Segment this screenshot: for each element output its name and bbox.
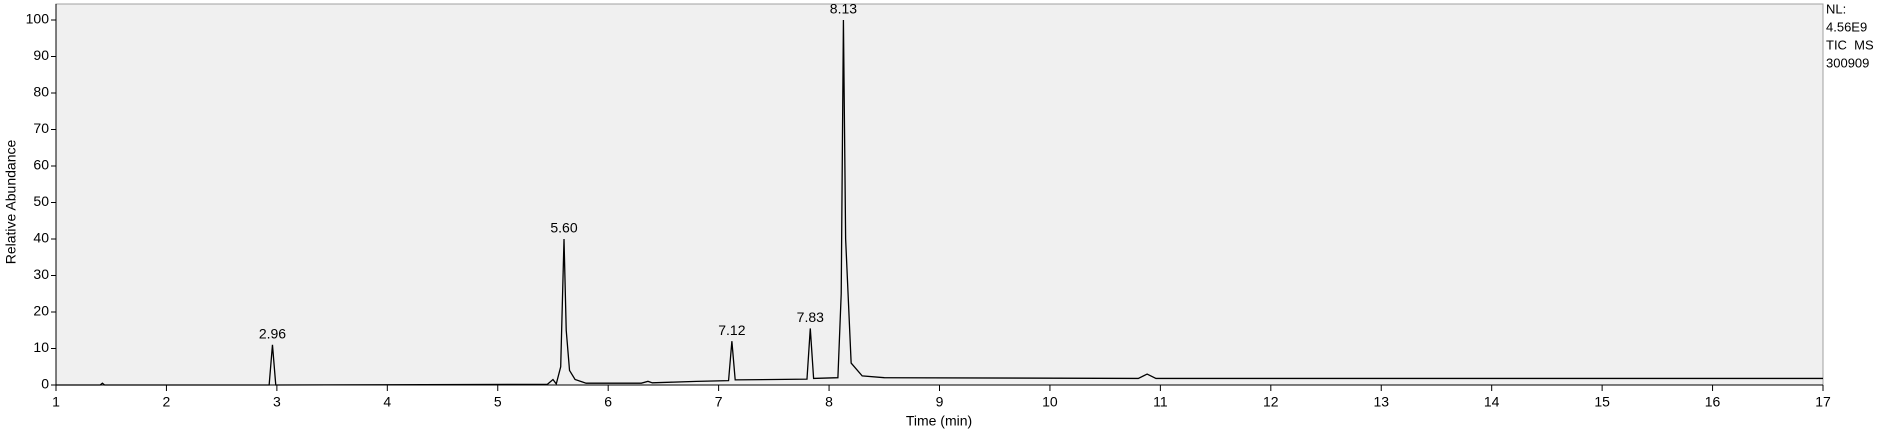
side-label: NL:	[1826, 1, 1846, 16]
x-tick-label: 15	[1594, 394, 1610, 410]
x-tick-label: 5	[494, 394, 502, 410]
y-tick-label: 0	[41, 376, 49, 392]
x-tick-label: 13	[1373, 394, 1389, 410]
y-tick-label: 80	[33, 84, 49, 100]
x-tick-label: 3	[273, 394, 281, 410]
peak-label: 2.96	[259, 326, 286, 342]
peak-label: 7.12	[718, 322, 745, 338]
y-tick-label: 30	[33, 266, 49, 282]
y-tick-label: 100	[26, 11, 50, 27]
y-tick-label: 70	[33, 120, 49, 136]
side-label: TIC MS	[1826, 37, 1874, 52]
x-tick-label: 2	[163, 394, 171, 410]
x-tick-label: 14	[1484, 394, 1500, 410]
x-tick-label: 11	[1153, 394, 1168, 410]
plot-background	[55, 3, 1824, 386]
x-tick-label: 7	[715, 394, 723, 410]
trace-line	[56, 19, 1823, 386]
y-tick-label: 90	[33, 47, 49, 63]
y-tick-label: 20	[33, 303, 49, 319]
peak-label: 5.60	[550, 220, 577, 236]
x-tick-label: 17	[1815, 394, 1831, 410]
x-tick-label: 1	[52, 394, 60, 410]
x-tick-label: 9	[936, 394, 944, 410]
x-tick-label: 10	[1042, 394, 1058, 410]
y-tick-label: 60	[33, 157, 49, 173]
x-tick-label: 12	[1263, 394, 1279, 410]
y-tick-label: 40	[33, 230, 49, 246]
y-axis-label: Relative Abundance	[3, 140, 19, 265]
y-tick-label: 10	[33, 339, 49, 355]
x-tick-label: 16	[1705, 394, 1721, 410]
peak-label: 8.13	[830, 1, 857, 17]
x-tick-label: 6	[604, 394, 612, 410]
peak-label: 7.83	[797, 309, 824, 325]
side-label: 4.56E9	[1826, 19, 1867, 34]
x-tick-label: 4	[383, 394, 391, 410]
side-label: 300909	[1826, 55, 1869, 70]
y-tick-label: 50	[33, 193, 49, 209]
x-axis-label: Time (min)	[906, 413, 972, 429]
x-tick-label: 8	[825, 394, 833, 410]
